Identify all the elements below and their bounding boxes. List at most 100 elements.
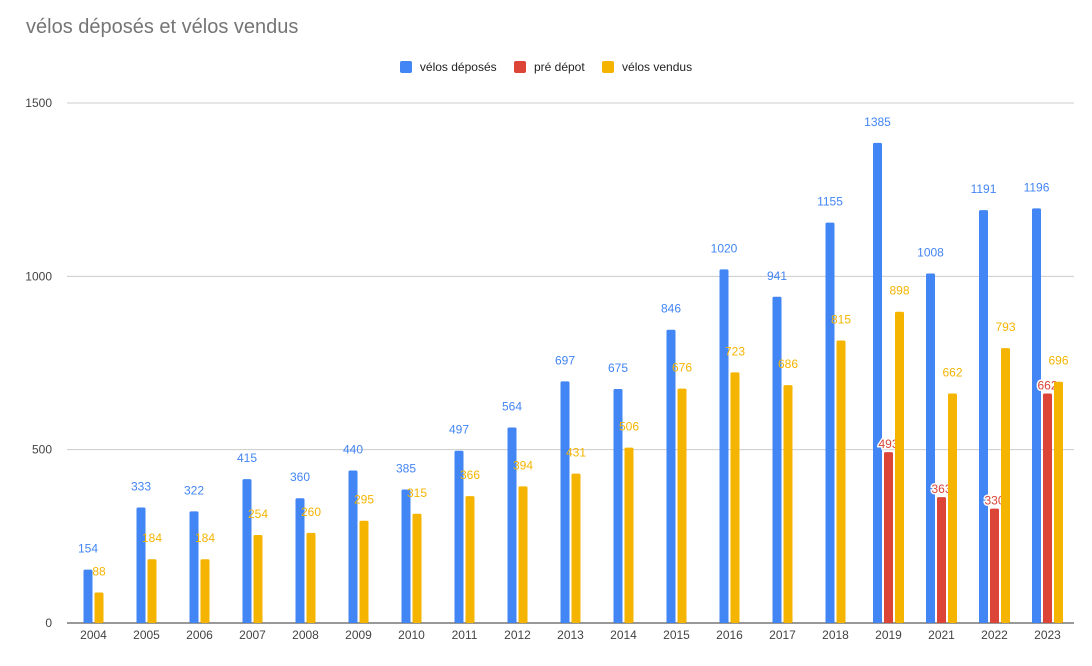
data-label-velos-vendus: 254 (248, 507, 268, 521)
data-label-velos-deposes: 846 (661, 302, 681, 316)
data-label-velos-vendus: 662 (942, 366, 962, 380)
legend-swatch-velos-deposes (399, 61, 412, 73)
bar-velos-deposes (401, 489, 411, 623)
x-tick-label: 2021 (928, 628, 955, 642)
bar-pre-depot (990, 508, 999, 623)
bar-velos-deposes (825, 222, 835, 623)
data-label-velos-vendus: 366 (460, 468, 480, 482)
data-label-velos-vendus: 394 (513, 458, 533, 472)
x-tick-label: 2017 (769, 628, 796, 642)
data-label-velos-vendus: 696 (1048, 354, 1068, 368)
legend-item-velos-deposes[interactable]: vélos déposés (399, 60, 497, 74)
data-label-velos-deposes: 1385 (864, 115, 891, 129)
bar-velos-deposes (772, 296, 782, 623)
legend-item-pre-depot[interactable]: pré dépot (513, 60, 585, 74)
data-label-velos-deposes: 1020 (711, 241, 738, 255)
bar-velos-deposes (136, 507, 146, 623)
bar-velos-vendus (253, 534, 263, 623)
x-tick-label: 2006 (186, 628, 213, 642)
data-label-velos-vendus: 686 (778, 357, 798, 371)
x-tick-label: 2004 (80, 628, 107, 642)
legend-item-velos-vendus[interactable]: vélos vendus (602, 60, 692, 74)
x-tick-label: 2005 (133, 628, 160, 642)
bar-velos-deposes (719, 269, 729, 623)
x-tick-label: 2015 (663, 628, 690, 642)
y-tick-label: 1000 (25, 269, 52, 283)
chart-legend: vélos déposés pré dépot vélos vendus (0, 60, 1092, 76)
data-label-velos-vendus: 898 (889, 284, 909, 298)
data-label-velos-deposes: 333 (131, 480, 151, 494)
bar-pre-depot (884, 452, 893, 623)
x-tick-label: 2014 (610, 628, 637, 642)
x-tick-label: 2016 (716, 628, 743, 642)
y-tick-label: 1500 (25, 96, 52, 110)
bar-velos-vendus (783, 385, 793, 623)
bar-velos-vendus (518, 486, 528, 623)
legend-label-velos-vendus: vélos vendus (622, 60, 693, 74)
bar-velos-deposes (507, 427, 517, 623)
bar-velos-deposes (242, 479, 252, 623)
data-label-velos-deposes: 1191 (971, 182, 997, 196)
data-label-velos-vendus: 815 (831, 312, 851, 326)
bar-velos-vendus (94, 592, 104, 623)
bar-velos-vendus (359, 520, 369, 623)
data-label-pre-depot: 493 (878, 437, 898, 451)
legend-label-pre-depot: pré dépot (533, 60, 585, 74)
bar-velos-vendus (571, 473, 581, 623)
bar-velos-vendus (730, 372, 740, 623)
bar-velos-vendus (624, 447, 634, 623)
data-label-velos-deposes: 440 (343, 442, 363, 456)
x-tick-label: 2011 (452, 628, 478, 642)
x-tick-label: 2009 (345, 628, 372, 642)
data-label-velos-deposes: 154 (78, 542, 98, 556)
bar-velos-deposes (926, 273, 935, 623)
x-tick-label: 2019 (875, 628, 902, 642)
data-label-pre-depot: 662 (1037, 379, 1057, 393)
bar-velos-deposes (295, 498, 305, 623)
data-label-velos-deposes: 360 (290, 470, 310, 484)
data-label-pre-depot: 363 (931, 482, 951, 496)
data-label-velos-deposes: 675 (608, 361, 628, 375)
data-label-velos-vendus: 506 (619, 420, 639, 434)
data-label-velos-vendus: 676 (672, 361, 692, 375)
bar-velos-vendus (1054, 381, 1063, 623)
data-label-velos-deposes: 385 (396, 462, 416, 476)
data-label-velos-deposes: 1155 (817, 195, 843, 209)
data-label-velos-deposes: 1008 (917, 246, 944, 260)
x-tick-label: 2022 (981, 628, 1008, 642)
data-label-velos-deposes: 564 (502, 399, 522, 413)
bar-velos-deposes (666, 329, 676, 623)
data-label-velos-vendus: 184 (195, 531, 215, 545)
data-label-velos-vendus: 260 (301, 505, 321, 519)
x-tick-label: 2023 (1034, 628, 1061, 642)
bar-velos-vendus (465, 496, 475, 623)
y-tick-label: 500 (32, 443, 52, 457)
bar-velos-deposes (348, 470, 358, 623)
bar-velos-deposes (189, 511, 199, 623)
bar-velos-vendus (895, 311, 904, 623)
x-tick-label: 2007 (239, 628, 266, 642)
bar-velos-vendus (147, 559, 157, 623)
data-label-velos-deposes: 697 (555, 353, 575, 367)
x-tick-label: 2012 (504, 628, 531, 642)
bar-velos-deposes (873, 142, 882, 623)
data-label-velos-deposes: 941 (767, 269, 787, 283)
bar-velos-vendus (677, 388, 687, 623)
data-label-velos-deposes: 497 (449, 423, 469, 437)
chart-title: vélos déposés et vélos vendus (26, 16, 299, 38)
bar-velos-vendus (306, 532, 316, 623)
data-label-velos-vendus: 431 (566, 446, 586, 460)
bar-pre-depot (1043, 393, 1052, 623)
x-tick-label: 2008 (292, 628, 319, 642)
bar-velos-vendus (948, 393, 957, 623)
data-label-velos-vendus: 793 (995, 320, 1015, 334)
bar-velos-vendus (412, 513, 422, 623)
x-tick-label: 2018 (822, 628, 849, 642)
data-label-velos-vendus: 315 (407, 486, 427, 500)
data-label-velos-vendus: 184 (142, 531, 162, 545)
bar-velos-vendus (836, 340, 846, 623)
data-label-velos-deposes: 415 (237, 451, 257, 465)
data-label-velos-deposes: 322 (184, 483, 204, 497)
bar-velos-vendus (200, 559, 210, 623)
